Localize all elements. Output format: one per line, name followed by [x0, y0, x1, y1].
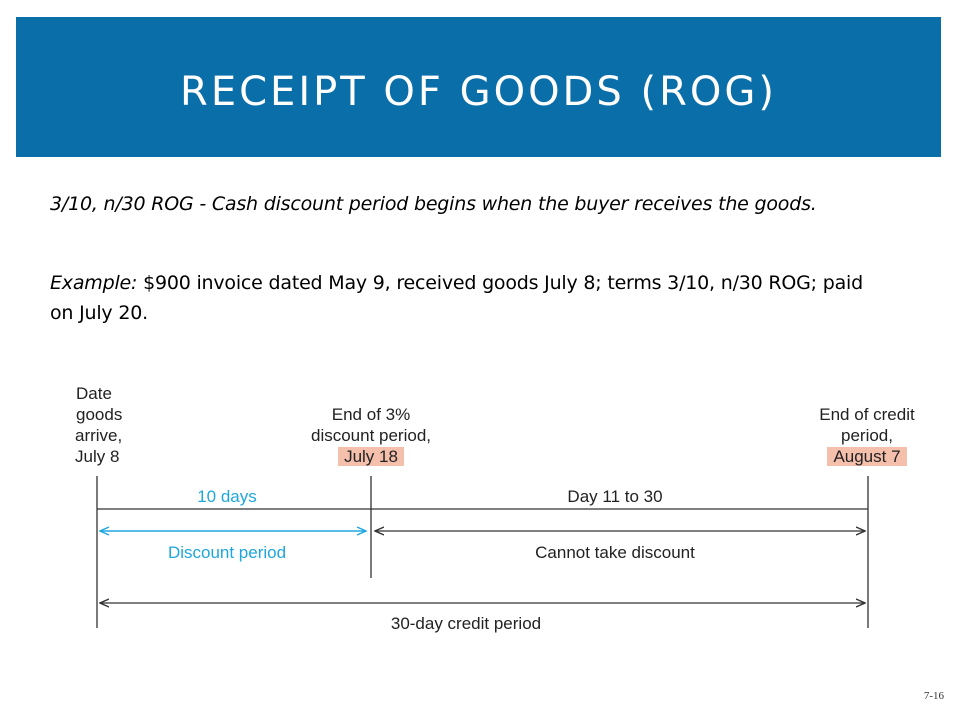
- discount-period-label: Discount period: [167, 543, 287, 562]
- slide-title: RECEIPT OF GOODS (ROG): [180, 69, 777, 115]
- start-label-line1: Date: [76, 384, 112, 403]
- start-label-line2: goods: [76, 405, 123, 424]
- credit-end-line1: End of credit: [819, 405, 915, 424]
- credit-end-line2: period,: [841, 426, 893, 445]
- ten-days-label: 10 days: [197, 487, 257, 506]
- example-text: Example: $900 invoice dated May 9, recei…: [50, 268, 880, 328]
- credit-end-date: August 7: [827, 447, 907, 466]
- slide-number: 7-16: [923, 690, 944, 702]
- cannot-take-discount-label: Cannot take discount: [535, 543, 695, 562]
- credit-end-label: End of credit period, August 7: [787, 404, 947, 467]
- discount-end-date: July 18: [338, 447, 404, 466]
- title-banner: RECEIPT OF GOODS (ROG): [16, 17, 941, 157]
- credit-period-label: 30-day credit period: [390, 614, 542, 633]
- day-11-to-30-label: Day 11 to 30: [567, 487, 663, 506]
- discount-end-label: End of 3% discount period, July 18: [291, 404, 451, 467]
- intro-text: 3/10, n/30 ROG - Cash discount period be…: [50, 193, 817, 215]
- example-body: $900 invoice dated May 9, received goods…: [50, 272, 863, 324]
- example-label: Example:: [50, 272, 138, 294]
- discount-end-line2: discount period,: [310, 426, 432, 445]
- start-label: Date goods arrive, July 8: [66, 383, 146, 467]
- discount-end-line1: End of 3%: [331, 405, 411, 424]
- start-label-line4: July 8: [75, 447, 120, 466]
- start-label-line3: arrive,: [75, 426, 123, 445]
